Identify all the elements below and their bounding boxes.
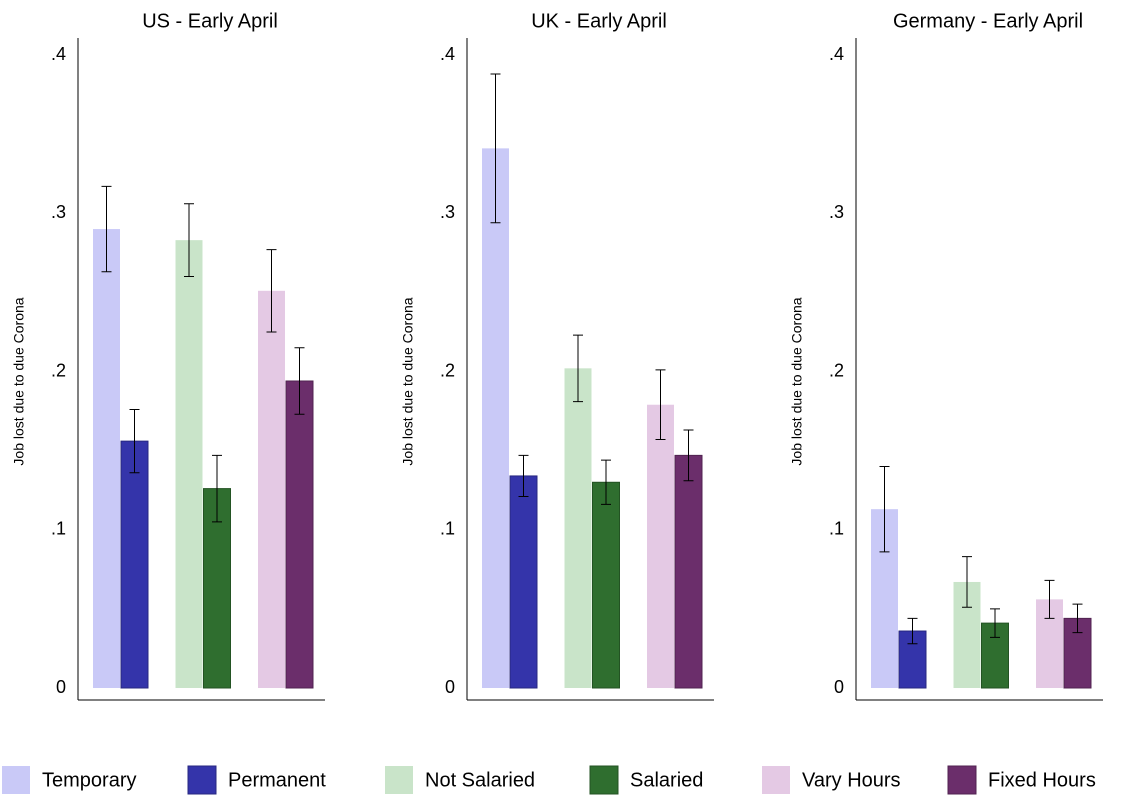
- y-tick-label: 0: [834, 677, 844, 697]
- y-tick-label: .1: [440, 519, 455, 539]
- y-axis-label: Job lost due to due Corona: [400, 297, 416, 465]
- bar: [592, 481, 620, 689]
- bar: [482, 148, 509, 688]
- y-tick-label: .2: [51, 360, 66, 380]
- chart-title: UK - Early April: [531, 10, 667, 32]
- error-bar: [655, 369, 666, 441]
- chart-title: US - Early April: [142, 10, 278, 32]
- bar: [93, 229, 120, 688]
- y-tick-label: .4: [440, 44, 455, 64]
- legend-label: Fixed Hours: [988, 769, 1096, 791]
- y-tick-label: .2: [829, 360, 844, 380]
- bar: [120, 440, 149, 689]
- error-bar: [601, 459, 611, 505]
- bar: [564, 368, 592, 688]
- y-tick-label: .3: [829, 202, 844, 222]
- legend-label: Permanent: [228, 769, 326, 791]
- error-bar: [518, 454, 529, 498]
- bar: [285, 380, 314, 689]
- error-bar: [129, 408, 140, 474]
- y-tick-label: .4: [829, 44, 844, 64]
- legend-label: Not Salaried: [425, 769, 535, 791]
- legend-label: Salaried: [630, 769, 703, 791]
- bar: [258, 290, 285, 688]
- y-tick-label: .1: [51, 519, 66, 539]
- y-tick-label: 0: [56, 677, 66, 697]
- y-tick-label: .3: [440, 202, 455, 222]
- chart-title: Germany - Early April: [893, 10, 1083, 32]
- legend-label: Temporary: [42, 769, 136, 791]
- y-tick-label: .1: [829, 519, 844, 539]
- error-bar: [490, 73, 501, 224]
- y-axis-label: Job lost due to due Corona: [11, 297, 27, 465]
- y-axis-label: Job lost due to due Corona: [789, 297, 805, 465]
- error-bar: [990, 608, 1000, 638]
- bar: [674, 454, 703, 689]
- error-bar: [212, 454, 222, 523]
- bar: [509, 475, 538, 689]
- error-bar: [1044, 579, 1055, 619]
- error-bar: [294, 347, 305, 415]
- error-bar: [907, 617, 918, 645]
- legend-label: Vary Hours: [802, 769, 901, 791]
- y-tick-label: .4: [51, 44, 66, 64]
- error-bar: [879, 465, 890, 553]
- legend-swatch: [385, 766, 413, 794]
- bar: [647, 404, 674, 688]
- error-bar: [683, 429, 694, 482]
- error-bar: [573, 334, 583, 403]
- legend-swatch: [187, 765, 217, 795]
- error-bar: [1072, 603, 1083, 634]
- legend-swatch: [947, 765, 977, 795]
- y-tick-label: 0: [445, 677, 455, 697]
- legend-swatch: [762, 766, 790, 794]
- error-bar: [101, 185, 112, 273]
- y-tick-label: .2: [440, 360, 455, 380]
- error-bar: [184, 203, 194, 278]
- error-bar: [962, 556, 972, 608]
- legend-swatch: [2, 766, 30, 794]
- y-tick-label: .3: [51, 202, 66, 222]
- bar: [175, 240, 203, 688]
- legend-swatch: [589, 765, 619, 795]
- error-bar: [266, 249, 277, 333]
